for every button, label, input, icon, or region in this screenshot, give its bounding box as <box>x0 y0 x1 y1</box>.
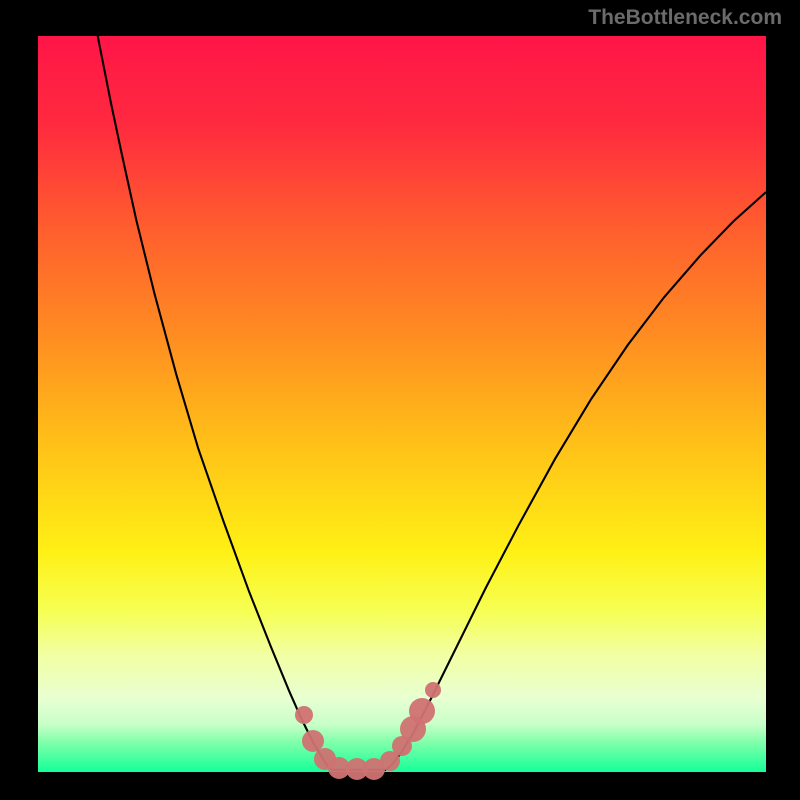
data-marker <box>295 706 313 724</box>
data-marker <box>425 682 441 698</box>
plot-area <box>38 36 766 772</box>
markers-layer <box>38 36 766 772</box>
watermark-text: TheBottleneck.com <box>588 6 782 30</box>
data-marker <box>409 698 435 724</box>
